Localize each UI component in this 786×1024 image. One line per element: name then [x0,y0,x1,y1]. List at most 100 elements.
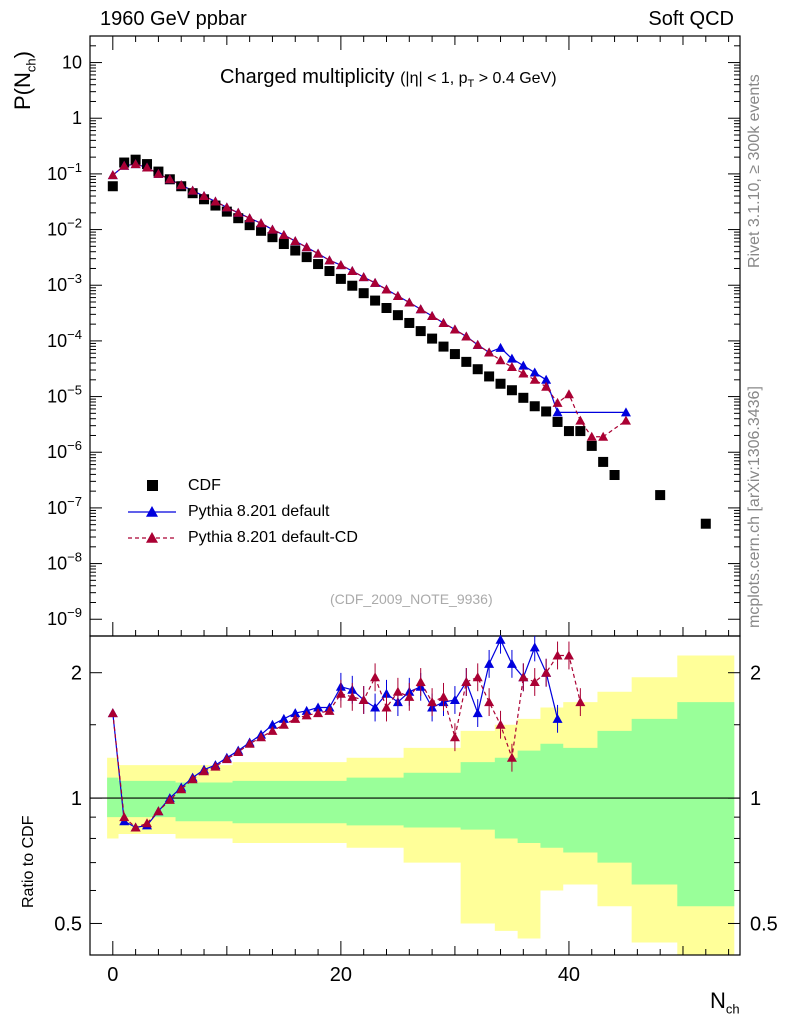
ratio-default-point [313,702,324,712]
pythia-cd-point [313,248,324,258]
ratio-cd-point [541,667,552,677]
pythia-default-point [495,342,506,352]
cdf-point [256,225,267,236]
cdf-point [313,259,324,270]
ratio-cd-point [301,710,312,720]
pythia-cd-point [130,159,141,169]
cdf-point [278,239,289,250]
cdf-point [415,326,426,337]
pythia-cd-point [256,218,267,228]
cdf-point [290,245,301,256]
pythia-cd-point [324,255,335,265]
pythia-cd-point [347,266,358,276]
pythia-default-point [518,360,529,370]
pythia-cd-point [495,355,506,365]
cdf-point [541,406,552,417]
header-right: Soft QCD [648,8,734,30]
pythia-cd-point [461,331,472,341]
ratio-cd-point [438,691,449,701]
pythia-cd-point [370,277,381,287]
ratio-cd-point [392,686,403,696]
ratio-cd-point [415,676,426,686]
ratio-axis-label: Ratio to CDF [20,815,37,908]
ratio-cd-point [290,713,301,723]
cdf-point [461,356,472,367]
ratio-default-point [506,658,517,668]
pythia-cd-point [518,368,529,378]
y-tick-label: 1 [72,108,82,128]
pythia-cd-point [415,304,426,314]
ratio-cd-point [563,650,574,660]
pythia-default-point [620,407,631,417]
ratio-cd-point [130,822,141,832]
pythia-cd-point [484,347,495,357]
cdf-point [404,317,415,328]
ratio-y-tick-label-right: 0.5 [750,913,778,935]
ratio-default-point [370,702,381,712]
pythia-cd-point [620,415,631,425]
cdf-point [518,392,529,403]
y-tick-label: 10−6 [47,438,82,462]
ratio-default-point [529,642,540,652]
legend-marker-pythia-default [146,506,158,517]
cdf-point [107,181,118,192]
cdf-point [472,364,483,375]
ratio-cd-point [381,702,392,712]
ratio-default-point [267,719,278,729]
ratio-cd-point [358,694,369,704]
ratio-cd-point [484,697,495,707]
cdf-point [563,426,574,437]
legend-label-pythia-default: Pythia 8.201 default [188,503,330,520]
ratio-cd-point [142,818,153,828]
cdf-point [552,416,563,427]
plot-title: Charged multiplicity (|η| < 1, pT > 0.4 … [220,66,557,90]
ratio-cd-point [529,676,540,686]
cdf-point [301,252,312,263]
pythia-cd-point [142,162,153,172]
pythia-cd-point [404,297,415,307]
ratio-default-point [484,658,495,668]
ratio-cd-point [575,697,586,707]
cdf-point [427,333,438,344]
cdf-point [506,385,517,396]
pythia-default-point [552,407,563,417]
pythia-default-point [529,367,540,377]
pythia-cd-line [112,163,627,438]
cdf-point [233,213,244,224]
y-tick-label: 10−3 [47,271,82,295]
pythia-cd-point [199,191,210,201]
pythia-cd-point [506,361,517,371]
pythia-cd-point [301,242,312,252]
header-left: 1960 GeV ppbar [100,8,247,30]
pythia-cd-point [586,431,597,441]
x-tick-label: 0 [107,964,118,986]
cdf-point [358,288,369,299]
pythia-cd-point [290,236,301,246]
cdf-point [575,426,586,437]
ratio-y-tick-label-right: 1 [750,788,761,810]
ratio-cd-point [347,691,358,701]
ratio-default-point [381,688,392,698]
pythia-cd-point [210,196,221,206]
pythia-cd-point [438,317,449,327]
cdf-point [210,200,221,211]
legend-label-cdf: CDF [188,477,221,494]
pythia-cd-point [381,284,392,294]
legend-marker-pythia-cd [146,532,158,543]
pythia-cd-point [267,224,278,234]
y-tick-label: 10−1 [47,160,82,184]
pythia-cd-point [107,170,118,180]
y-axis-label: P(Nch) [10,51,39,110]
pythia-cd-point [244,213,255,223]
pythia-cd-point [598,431,609,441]
pythia-cd-point [153,168,164,178]
pythia-cd-point [575,415,586,425]
ratio-cd-point [107,708,118,718]
cdf-point [221,206,232,217]
mcplots-label: mcplots.cern.ch [arXiv:1306.3436] [746,386,763,628]
cdf-point [335,273,346,284]
legend-marker-cdf [147,480,158,491]
pythia-cd-point [335,260,346,270]
ratio-cd-point [313,708,324,718]
